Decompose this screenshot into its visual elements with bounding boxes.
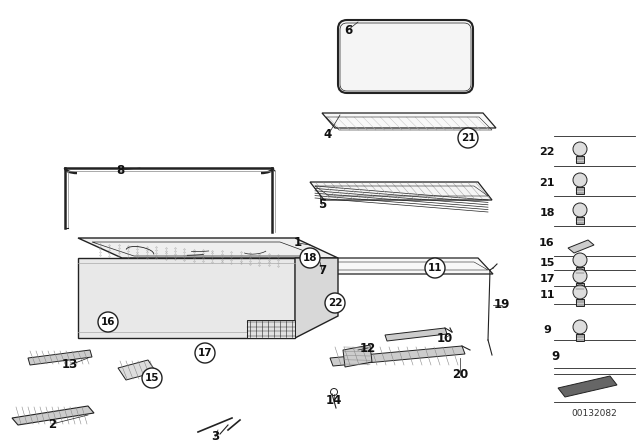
Circle shape bbox=[573, 285, 587, 299]
Polygon shape bbox=[295, 258, 338, 338]
Text: 19: 19 bbox=[494, 298, 510, 311]
Polygon shape bbox=[330, 346, 465, 366]
FancyBboxPatch shape bbox=[338, 20, 473, 93]
Text: 11: 11 bbox=[428, 263, 442, 273]
Text: 15: 15 bbox=[540, 258, 555, 268]
Polygon shape bbox=[322, 113, 496, 128]
Polygon shape bbox=[247, 320, 295, 338]
Text: 18: 18 bbox=[540, 208, 555, 218]
Polygon shape bbox=[28, 350, 92, 365]
Polygon shape bbox=[343, 345, 372, 367]
Text: 5: 5 bbox=[318, 198, 326, 211]
Bar bbox=[576, 299, 584, 306]
Polygon shape bbox=[568, 240, 594, 253]
Bar bbox=[576, 217, 584, 224]
Circle shape bbox=[98, 312, 118, 332]
Text: 14: 14 bbox=[326, 393, 342, 406]
Text: 9: 9 bbox=[543, 325, 551, 335]
Text: 8: 8 bbox=[116, 164, 124, 177]
Text: 20: 20 bbox=[452, 369, 468, 382]
Bar bbox=[576, 187, 584, 194]
Text: 9: 9 bbox=[552, 350, 560, 363]
Circle shape bbox=[573, 203, 587, 217]
Polygon shape bbox=[313, 258, 493, 274]
Circle shape bbox=[458, 128, 478, 148]
Text: 22: 22 bbox=[540, 147, 555, 157]
Polygon shape bbox=[78, 258, 295, 338]
Circle shape bbox=[300, 248, 320, 268]
Text: 15: 15 bbox=[145, 373, 159, 383]
Bar bbox=[576, 283, 584, 290]
Text: 10: 10 bbox=[437, 332, 453, 345]
Text: 16: 16 bbox=[100, 317, 115, 327]
Text: 21: 21 bbox=[540, 178, 555, 188]
Text: 17: 17 bbox=[540, 274, 555, 284]
Circle shape bbox=[573, 253, 587, 267]
Circle shape bbox=[573, 269, 587, 283]
Text: 13: 13 bbox=[62, 358, 78, 371]
Circle shape bbox=[425, 258, 445, 278]
Text: 3: 3 bbox=[211, 431, 219, 444]
Text: 11: 11 bbox=[540, 290, 555, 300]
Polygon shape bbox=[558, 376, 617, 397]
Text: 18: 18 bbox=[303, 253, 317, 263]
Text: 00132082: 00132082 bbox=[571, 409, 617, 418]
Text: 4: 4 bbox=[324, 129, 332, 142]
Text: 1: 1 bbox=[294, 237, 302, 250]
Bar bbox=[576, 334, 584, 341]
Text: 2: 2 bbox=[48, 418, 56, 431]
Text: 17: 17 bbox=[198, 348, 212, 358]
Text: 22: 22 bbox=[328, 298, 342, 308]
Polygon shape bbox=[310, 182, 492, 200]
Bar bbox=[576, 267, 584, 274]
Circle shape bbox=[325, 293, 345, 313]
Polygon shape bbox=[78, 238, 338, 258]
Circle shape bbox=[142, 368, 162, 388]
Polygon shape bbox=[12, 406, 94, 425]
Text: 16: 16 bbox=[539, 238, 555, 248]
Text: 6: 6 bbox=[344, 23, 352, 36]
Text: 12: 12 bbox=[360, 341, 376, 354]
Circle shape bbox=[573, 142, 587, 156]
Polygon shape bbox=[385, 328, 447, 341]
Circle shape bbox=[573, 173, 587, 187]
Bar bbox=[576, 156, 584, 163]
Polygon shape bbox=[118, 360, 156, 380]
Text: 21: 21 bbox=[461, 133, 476, 143]
Text: 7: 7 bbox=[318, 263, 326, 276]
Circle shape bbox=[195, 343, 215, 363]
Circle shape bbox=[573, 320, 587, 334]
